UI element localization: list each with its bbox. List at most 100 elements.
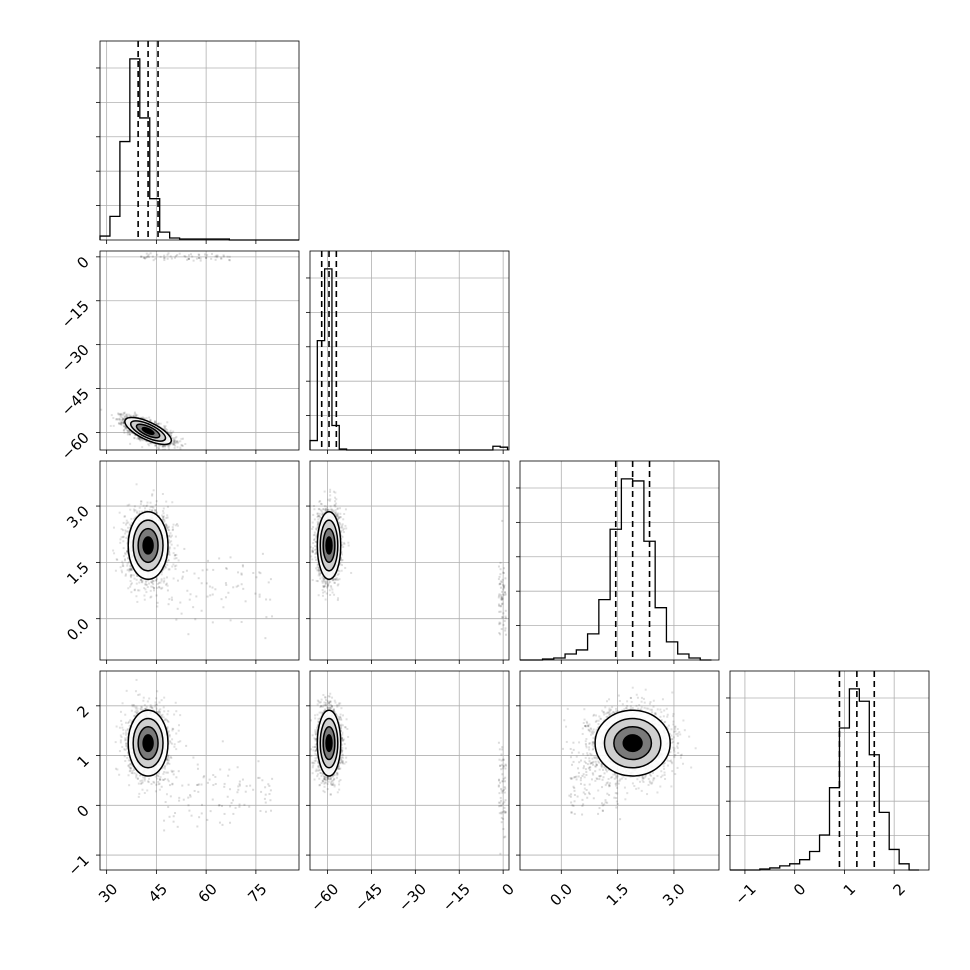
- scatter-point: [175, 440, 178, 443]
- scatter-point: [156, 601, 159, 604]
- scatter-point: [122, 422, 125, 425]
- scatter-point: [169, 432, 172, 435]
- scatter-point: [170, 543, 173, 546]
- scatter-point: [170, 596, 173, 599]
- scatter-point: [154, 503, 157, 506]
- scatter-point: [135, 515, 138, 518]
- scatter-point: [162, 515, 165, 518]
- scatter-point: [136, 574, 139, 577]
- scatter-point: [142, 256, 145, 259]
- scatter-point: [145, 509, 148, 512]
- scatter-point: [179, 440, 182, 443]
- x-tick-label: −1: [731, 880, 759, 908]
- scatter-point: [319, 516, 322, 519]
- scatter-point: [128, 415, 131, 418]
- scatter-point: [129, 569, 132, 572]
- scatter-point: [176, 440, 179, 443]
- scatter-point: [118, 418, 121, 421]
- scatter-point: [164, 583, 167, 586]
- scatter-point: [119, 541, 122, 544]
- scatter-point: [336, 515, 339, 518]
- scatter-point: [141, 446, 144, 449]
- scatter-point: [163, 444, 166, 447]
- scatter-point: [207, 559, 210, 562]
- scatter-point: [138, 589, 141, 592]
- scatter-point: [174, 524, 177, 527]
- contour-2sigma: [127, 510, 169, 581]
- scatter-point: [128, 561, 131, 564]
- scatter-point: [164, 524, 167, 527]
- scatter-point: [176, 544, 179, 547]
- scatter-point: [164, 448, 167, 450]
- scatter-point: [191, 255, 194, 258]
- scatter-point: [157, 446, 160, 449]
- scatter-point: [343, 513, 346, 516]
- scatter-point: [337, 597, 340, 600]
- scatter-point: [163, 579, 166, 582]
- scatter-point: [166, 431, 169, 434]
- scatter-point: [133, 589, 136, 592]
- scatter-point: [129, 565, 132, 568]
- histogram-step: [520, 478, 712, 661]
- scatter-point: [126, 433, 129, 436]
- scatter-point: [195, 257, 198, 260]
- scatter-point: [138, 437, 141, 440]
- scatter-point: [240, 572, 243, 575]
- scatter-point: [133, 412, 136, 415]
- scatter-point: [122, 422, 125, 425]
- scatter-point: [165, 525, 168, 528]
- scatter-point: [126, 550, 129, 553]
- scatter-point: [172, 523, 175, 526]
- scatter-point: [117, 412, 120, 415]
- scatter-point: [140, 578, 143, 581]
- scatter-point: [122, 421, 125, 424]
- y-tick-label: 0.0: [63, 615, 93, 645]
- scatter-point: [339, 516, 342, 519]
- scatter-point: [137, 436, 140, 439]
- scatter-point: [187, 257, 190, 260]
- scatter-point: [258, 595, 261, 598]
- scatter-point: [173, 440, 176, 443]
- scatter-point: [347, 541, 350, 544]
- scatter-point: [194, 618, 197, 621]
- scatter-point: [155, 422, 158, 425]
- scatter-point: [124, 529, 127, 532]
- scatter-point: [162, 521, 165, 524]
- scatter-point: [214, 258, 217, 261]
- scatter-point: [146, 501, 149, 504]
- scatter-point: [169, 255, 172, 258]
- scatter-point: [166, 421, 169, 424]
- scatter-point: [144, 256, 147, 259]
- scatter-point: [145, 440, 148, 443]
- scatter-point: [174, 565, 177, 568]
- scatter-point: [204, 256, 207, 259]
- scatter-point: [192, 606, 195, 609]
- scatter-point: [123, 422, 126, 425]
- scatter-point: [164, 425, 167, 428]
- scatter-point: [124, 553, 127, 556]
- scatter-point: [167, 559, 170, 562]
- scatter-point: [180, 612, 183, 615]
- scatter-point: [343, 527, 346, 530]
- scatter-point: [130, 591, 133, 594]
- scatter-point: [139, 503, 142, 506]
- scatter-point: [167, 527, 170, 530]
- scatter-point: [227, 591, 230, 594]
- scatter-point: [122, 521, 125, 524]
- scatter-point: [126, 550, 129, 553]
- scatter-point: [187, 257, 190, 260]
- scatter-point: [172, 437, 175, 440]
- scatter-point: [167, 535, 170, 538]
- scatter-point: [158, 585, 161, 588]
- scatter-point: [242, 587, 245, 590]
- scatter-point: [148, 416, 151, 419]
- scatter-point: [120, 412, 123, 415]
- scatter-point: [172, 440, 175, 443]
- scatter-point: [129, 575, 132, 578]
- scatter-point: [162, 516, 165, 519]
- scatter-point: [162, 448, 165, 450]
- scatter-point: [122, 529, 125, 532]
- scatter-point: [176, 254, 179, 257]
- scatter-point: [123, 559, 126, 562]
- scatter-point: [188, 598, 191, 601]
